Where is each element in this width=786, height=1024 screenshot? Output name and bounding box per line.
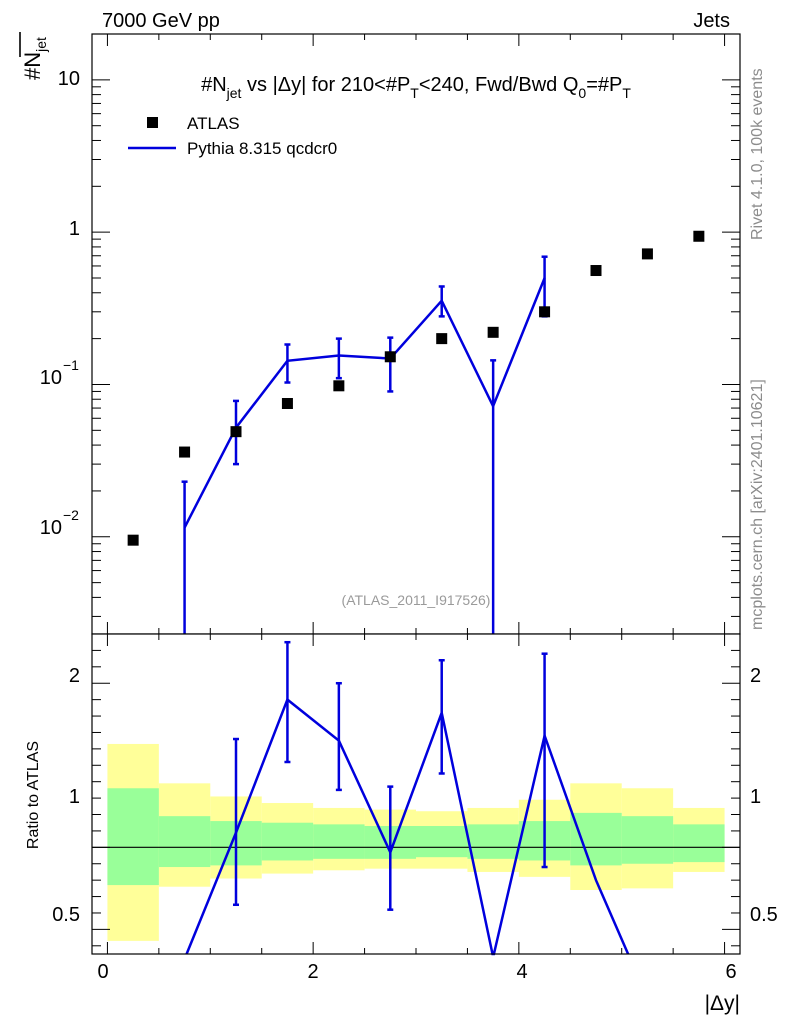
legend-label-atlas: ATLAS bbox=[187, 114, 240, 133]
atlas-data-point bbox=[693, 230, 705, 242]
legend-label-pythia: Pythia 8.315 qcdcr0 bbox=[187, 139, 337, 158]
legend-marker-atlas bbox=[147, 117, 158, 128]
ratio-y-tick-labels-left: 0.5 1 2 bbox=[52, 665, 80, 926]
y-tick-0.01-base: 10 bbox=[40, 517, 62, 539]
ratio-band-stat-bin bbox=[261, 822, 314, 861]
ratio-mc-line bbox=[185, 697, 630, 956]
ratio-y-label-right-0.5: 0.5 bbox=[750, 904, 778, 926]
ratio-y-label-right-1: 1 bbox=[750, 786, 761, 808]
title-part3: <240, Fwd/Bwd Q bbox=[419, 74, 579, 96]
x-tick-label-6: 6 bbox=[725, 961, 736, 983]
side-label-mcplots: mcplots.cern.ch [arXiv:2401.10621] bbox=[749, 379, 766, 630]
title-part2: vs |Δy| for 210<# bbox=[241, 74, 397, 96]
x-tick-label-2: 2 bbox=[307, 961, 318, 983]
y-axis-label: #Njet bbox=[20, 37, 49, 80]
title-sub-t2: T bbox=[622, 85, 631, 101]
ratio-panel: 0.5 1 2 0.5 1 2 Ratio to ATLAS 0 2 4 6 |… bbox=[25, 633, 778, 1015]
header-right: Jets bbox=[693, 10, 730, 32]
x-tick-label-0: 0 bbox=[97, 961, 108, 983]
main-panel-background bbox=[92, 34, 740, 634]
title-sub-t: T bbox=[410, 85, 419, 101]
y-tick-label-0.01: 10 bbox=[40, 517, 62, 539]
y-tick-0.1-base: 10 bbox=[40, 367, 62, 389]
atlas-data-point bbox=[436, 333, 448, 345]
chart-title: #Njet vs |Δy| for 210<#PT<240, Fwd/Bwd Q… bbox=[201, 74, 631, 101]
title-sub-jet: jet bbox=[226, 85, 242, 101]
atlas-data-point bbox=[179, 446, 191, 458]
ratio-band-stat-bin bbox=[467, 824, 519, 859]
mc-series-line bbox=[183, 277, 546, 529]
y-axis-label-hash: # bbox=[20, 67, 45, 80]
ratio-band-stat-bin bbox=[621, 816, 674, 864]
x-tick-label-4: 4 bbox=[516, 961, 527, 983]
x-axis-label: |Δy| bbox=[705, 992, 740, 1015]
atlas-data-point bbox=[333, 380, 345, 392]
ratio-y-label-1: 1 bbox=[69, 786, 80, 808]
ratio-y-label-2: 2 bbox=[69, 665, 80, 687]
title-part4: =# bbox=[586, 74, 610, 96]
atlas-data-point bbox=[539, 306, 551, 318]
ratio-y-label-right-2: 2 bbox=[750, 665, 761, 687]
ratio-band-stat-bin bbox=[570, 812, 622, 866]
atlas-data-point bbox=[281, 398, 293, 410]
title-text: #Njet vs |Δy| for 210<#PT<240, Fwd/Bwd Q… bbox=[201, 74, 631, 101]
ratio-band-stat-bin bbox=[158, 816, 211, 868]
atlas-data-point bbox=[230, 426, 242, 438]
ratio-band-stat-bin bbox=[313, 824, 365, 859]
ratio-y-label-0.5: 0.5 bbox=[52, 904, 80, 926]
title-pbar: P bbox=[397, 74, 410, 96]
title-nbar: N bbox=[212, 74, 226, 96]
side-label-rivet: Rivet 4.1.0, 100k events bbox=[749, 68, 766, 240]
ratio-axis-ticks bbox=[92, 634, 740, 954]
atlas-data-point bbox=[590, 265, 602, 277]
title-part1: # bbox=[201, 74, 213, 96]
ratio-panel-frame bbox=[91, 633, 741, 955]
title-pbar2: P bbox=[609, 74, 622, 96]
analysis-reference: (ATLAS_2011_I917526) bbox=[342, 592, 491, 608]
ratio-y-tick-labels-right: 0.5 1 2 bbox=[750, 665, 778, 926]
header-left: 7000 GeV pp bbox=[102, 10, 220, 32]
main-y-axis-label: #Njet bbox=[19, 32, 49, 80]
y-tick-0.01-exp: −2 bbox=[63, 507, 79, 523]
ratio-band-stat-bin bbox=[416, 826, 468, 858]
atlas-data-point bbox=[384, 351, 396, 363]
legend: ATLAS Pythia 8.315 qcdcr0 bbox=[128, 114, 337, 158]
ratio-y-axis-label: Ratio to ATLAS bbox=[25, 741, 42, 849]
atlas-data-point bbox=[641, 248, 653, 260]
ratio-band-stat-bin bbox=[673, 824, 725, 863]
y-tick-label-1: 1 bbox=[69, 218, 80, 240]
y-tick-label-10: 10 bbox=[58, 68, 80, 90]
main-y-tick-labels: 10 1 10 −1 10 −2 bbox=[40, 68, 80, 539]
main-panel: 10 1 10 −1 10 −2 #Njet #Njet vs |Δy| for… bbox=[19, 32, 741, 635]
y-axis-label-sub: jet bbox=[33, 37, 49, 53]
y-axis-label-n: N bbox=[20, 52, 45, 68]
data-points bbox=[127, 230, 705, 546]
ratio-band-stat-bin bbox=[107, 788, 159, 886]
main-axis-ticks bbox=[92, 33, 740, 634]
y-tick-label-0.1: 10 bbox=[40, 367, 62, 389]
title-sub-0: 0 bbox=[578, 85, 586, 101]
x-tick-labels: 0 2 4 6 bbox=[97, 961, 736, 983]
y-tick-0.1-exp: −1 bbox=[63, 357, 79, 373]
atlas-data-point bbox=[487, 326, 499, 338]
atlas-data-point bbox=[127, 534, 139, 546]
